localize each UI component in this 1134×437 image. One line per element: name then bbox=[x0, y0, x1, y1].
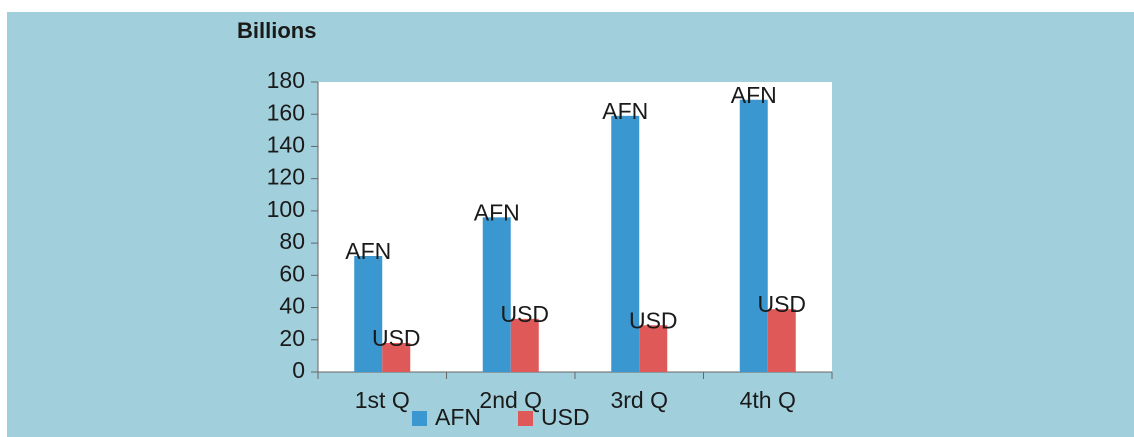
y-tick-label: 40 bbox=[279, 293, 305, 319]
data-label: AFN bbox=[602, 98, 648, 124]
y-tick-label: 100 bbox=[267, 196, 305, 222]
data-label: AFN bbox=[731, 82, 777, 108]
y-tick-label: 80 bbox=[279, 228, 305, 254]
data-label: USD bbox=[629, 307, 678, 333]
bar bbox=[482, 217, 511, 372]
y-tick-label: 160 bbox=[267, 99, 305, 125]
data-label: USD bbox=[500, 301, 549, 327]
bar bbox=[739, 99, 768, 372]
y-tick-label: 0 bbox=[292, 357, 305, 383]
bar bbox=[382, 343, 411, 372]
data-label: AFN bbox=[474, 199, 520, 225]
legend-label: USD bbox=[541, 404, 590, 430]
bar bbox=[611, 115, 640, 372]
data-label: USD bbox=[372, 325, 421, 351]
y-tick-label: 120 bbox=[267, 164, 305, 190]
chart-title: Billions bbox=[237, 18, 316, 43]
data-label: USD bbox=[757, 291, 806, 317]
legend-swatch bbox=[518, 411, 533, 426]
bar bbox=[767, 309, 796, 372]
y-tick-label: 60 bbox=[279, 260, 305, 286]
y-tick-label: 20 bbox=[279, 325, 305, 351]
y-tick-label: 140 bbox=[267, 132, 305, 158]
bar bbox=[510, 318, 539, 372]
x-tick-label: 2nd Q bbox=[479, 387, 542, 413]
bar bbox=[639, 325, 668, 372]
x-tick-label: 1st Q bbox=[355, 387, 410, 413]
legend-label: AFN bbox=[435, 404, 481, 430]
y-tick-label: 180 bbox=[267, 67, 305, 93]
legend-swatch bbox=[412, 411, 427, 426]
x-tick-label: 3rd Q bbox=[610, 387, 668, 413]
bar bbox=[354, 256, 383, 372]
data-label: AFN bbox=[345, 238, 391, 264]
x-tick-label: 4th Q bbox=[740, 387, 796, 413]
